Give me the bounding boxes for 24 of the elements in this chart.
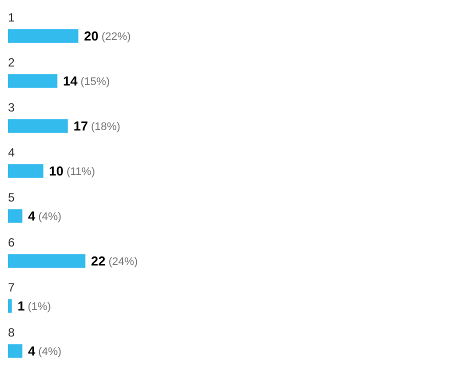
- data-label: 20 (22%): [84, 28, 131, 44]
- bar: [8, 299, 12, 313]
- data-label: 17 (18%): [74, 118, 120, 134]
- bar: [8, 74, 58, 88]
- bar: [8, 254, 86, 268]
- data-label: 4 (4%): [28, 208, 62, 224]
- bar: [8, 164, 44, 178]
- y-tick-label: 3: [8, 100, 15, 114]
- data-label: 22 (24%): [91, 254, 138, 269]
- data-label: 10 (11%): [49, 164, 95, 179]
- y-tick-label: 8: [8, 325, 15, 340]
- y-tick-label: 7: [8, 280, 15, 294]
- data-label: 4 (4%): [28, 344, 62, 359]
- y-tick-label: 6: [8, 235, 15, 250]
- bar: [8, 209, 22, 223]
- y-tick-label: 1: [8, 10, 15, 24]
- data-label: 1 (1%): [18, 298, 51, 314]
- y-tick-label: 5: [8, 190, 15, 204]
- bar: [8, 29, 78, 43]
- bar: [8, 119, 68, 133]
- y-tick-label: 4: [8, 145, 15, 160]
- bar: [8, 344, 22, 358]
- y-tick-label: 2: [8, 55, 15, 70]
- data-label: 14 (15%): [63, 74, 110, 89]
